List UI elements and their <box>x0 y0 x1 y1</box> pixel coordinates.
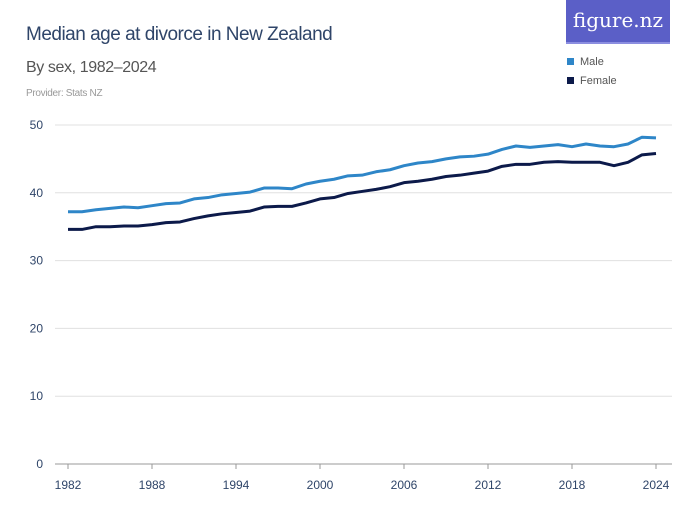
x-tick-label: 2000 <box>307 478 334 492</box>
legend: Male Female <box>567 52 617 90</box>
legend-item-male: Male <box>567 52 617 71</box>
y-tick-label: 0 <box>36 457 43 471</box>
chart-title: Median age at divorce in New Zealand <box>26 24 333 45</box>
provider-label: Provider: Stats NZ <box>26 88 103 99</box>
x-tick-label: 1994 <box>223 478 250 492</box>
legend-label-female: Female <box>580 74 617 87</box>
x-tick-label: 2012 <box>475 478 502 492</box>
x-tick-label: 1982 <box>55 478 82 492</box>
y-tick-label: 30 <box>30 254 44 268</box>
legend-swatch-female <box>567 77 574 84</box>
legend-swatch-male <box>567 58 574 65</box>
y-tick-label: 50 <box>30 118 44 132</box>
series-line-female <box>68 151 657 231</box>
legend-label-male: Male <box>580 55 604 68</box>
y-tick-label: 10 <box>30 389 44 403</box>
legend-item-female: Female <box>567 71 617 90</box>
x-tick-label: 2006 <box>391 478 418 492</box>
x-tick-label: 2018 <box>559 478 586 492</box>
series-line-male <box>68 135 657 214</box>
figure-nz-logo[interactable]: figure.nz <box>566 0 670 44</box>
x-tick-label: 2024 <box>643 478 670 492</box>
y-tick-label: 40 <box>30 186 44 200</box>
x-tick-label: 1988 <box>139 478 166 492</box>
y-tick-label: 20 <box>30 321 44 335</box>
chart-subtitle: By sex, 1982–2024 <box>26 59 157 76</box>
